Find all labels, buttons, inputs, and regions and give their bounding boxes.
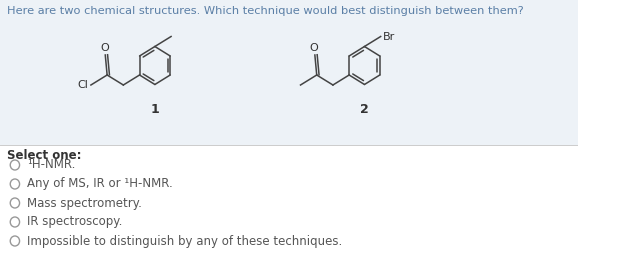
Text: ¹H-NMR.: ¹H-NMR. [27,158,76,172]
Text: Cl: Cl [78,80,88,90]
Text: IR spectroscopy.: IR spectroscopy. [27,216,122,229]
Text: O: O [309,43,318,53]
Text: Here are two chemical structures. Which technique would best distinguish between: Here are two chemical structures. Which … [7,6,524,16]
Text: O: O [100,43,108,53]
Text: 1: 1 [151,103,159,116]
FancyBboxPatch shape [0,145,578,275]
Text: Impossible to distinguish by any of these techniques.: Impossible to distinguish by any of thes… [27,235,342,248]
Text: Br: Br [383,32,395,42]
Text: Select one:: Select one: [7,149,82,162]
FancyBboxPatch shape [0,0,578,145]
Text: Any of MS, IR or ¹H-NMR.: Any of MS, IR or ¹H-NMR. [27,177,173,191]
Text: Mass spectrometry.: Mass spectrometry. [27,197,142,210]
Text: 2: 2 [360,103,369,116]
